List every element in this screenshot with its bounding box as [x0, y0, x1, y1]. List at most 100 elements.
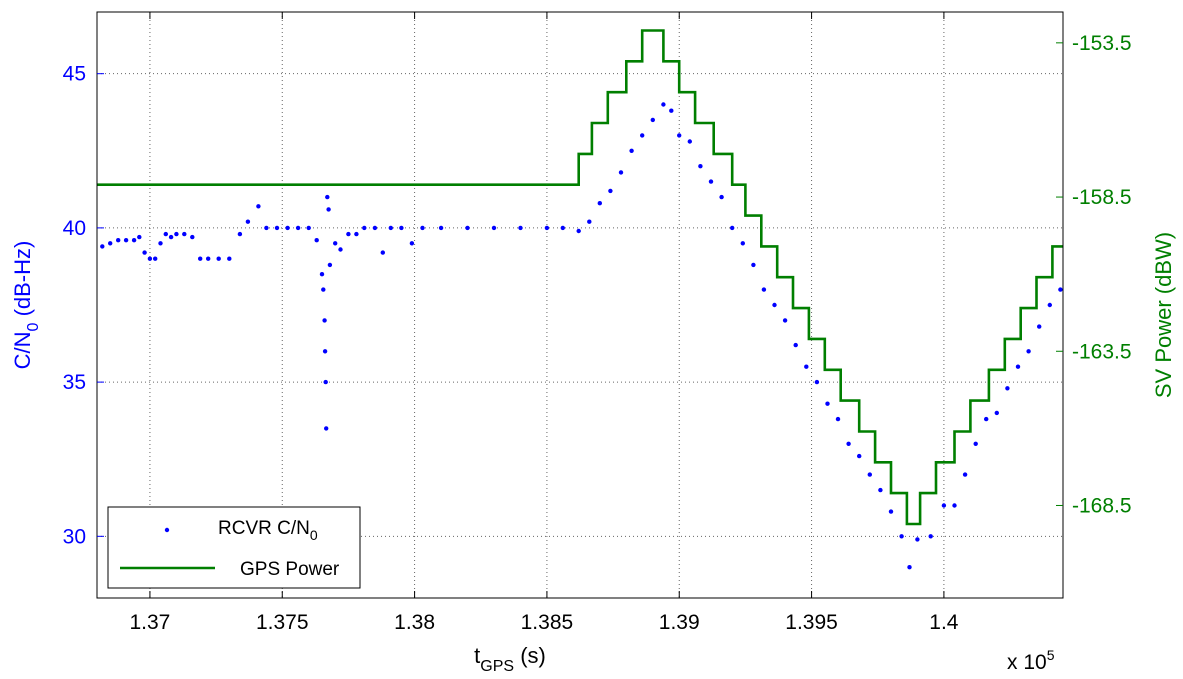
series-rcvr-cn0-point	[306, 225, 311, 231]
series-rcvr-cn0-point	[629, 148, 634, 153]
series-rcvr-cn0-point	[323, 379, 328, 385]
series-rcvr-cn0-point	[388, 225, 393, 231]
series-rcvr-cn0-point	[618, 170, 624, 175]
x-tick-label: 1.375	[256, 611, 309, 634]
series-rcvr-cn0-point	[640, 133, 645, 138]
series-rcvr-cn0-point	[835, 416, 841, 422]
series-rcvr-cn0-point	[878, 487, 883, 493]
series-rcvr-cn0-point	[560, 225, 565, 231]
series-rcvr-cn0-point	[319, 272, 325, 277]
legend-label-gps: GPS Power	[240, 559, 340, 580]
series-rcvr-cn0-point	[198, 256, 203, 261]
series-rcvr-cn0-point	[1047, 302, 1053, 308]
series-gps-power-line	[97, 29, 1063, 526]
series-rcvr-cn0-point	[256, 204, 261, 209]
series-rcvr-cn0-point	[907, 565, 912, 570]
series-rcvr-cn0-point	[295, 225, 301, 231]
series-rcvr-cn0-point	[669, 108, 674, 113]
series-rcvr-cn0-point	[264, 225, 269, 231]
series-rcvr-cn0-point	[814, 379, 820, 385]
series-rcvr-cn0-point	[867, 472, 872, 477]
series-rcvr-cn0-point	[190, 234, 195, 240]
legend: RCVR C/N0 GPS Power	[107, 506, 361, 589]
series-rcvr-cn0-point	[1058, 287, 1063, 292]
series-rcvr-cn0-point	[314, 238, 319, 243]
series-rcvr-cn0-point	[772, 302, 777, 308]
x-axis-multiplier: x 105	[1007, 647, 1055, 674]
series-rcvr-cn0-point	[100, 244, 105, 249]
series-rcvr-cn0-point	[420, 225, 425, 231]
legend-box	[107, 506, 361, 589]
y-right-tick-label: -153.5	[1072, 32, 1132, 55]
series-rcvr-cn0-point	[237, 231, 243, 237]
plot-area	[97, 29, 1063, 570]
x-tick-label: 1.385	[521, 611, 574, 634]
series-rcvr-cn0-point	[465, 225, 470, 231]
y-left-tick-label: 40	[63, 217, 86, 240]
legend-marker-dots	[164, 527, 170, 533]
y-left-axis-label: C/N0 (dB-Hz)	[10, 241, 42, 370]
series-rcvr-cn0-point	[147, 256, 153, 261]
series-rcvr-cn0-point	[677, 133, 682, 138]
series-rcvr-cn0-point	[608, 188, 613, 194]
series-rcvr-cn0-point	[751, 262, 756, 268]
series-rcvr-cn0-point	[338, 247, 343, 252]
series-rcvr-cn0-point	[321, 287, 326, 292]
series-rcvr-cn0-point	[888, 509, 894, 514]
series-rcvr-cn0-point	[1037, 324, 1042, 329]
series-rcvr-cn0-point	[1015, 364, 1021, 369]
y-left-tick-label: 45	[63, 63, 86, 86]
series-rcvr-cn0-point	[846, 441, 851, 446]
series-rcvr-cn0-point	[137, 234, 142, 240]
plot-frame	[96, 11, 1064, 599]
x-axis-label: tGPS (s)	[474, 643, 546, 675]
series-rcvr-cn0-point	[182, 231, 187, 237]
axes: 1.37 1.375 1.38 1.385 1.39 1.395 1.4 30 35 40 45 -1…	[10, 12, 1176, 675]
series-rcvr-cn0-point	[322, 349, 328, 354]
series-rcvr-cn0-point	[322, 318, 327, 323]
series-rcvr-cn0-point	[158, 241, 163, 246]
series-rcvr-cn0-point	[793, 342, 798, 348]
series-rcvr-cn0-point	[661, 102, 666, 107]
series-rcvr-cn0-point	[825, 401, 830, 406]
series-rcvr-cn0-point	[719, 194, 724, 200]
y-right-tick-label: -158.5	[1072, 186, 1132, 209]
series-rcvr-cn0-point	[941, 503, 947, 508]
series-rcvr-cn0-point	[650, 117, 655, 123]
series-rcvr-cn0-point	[1005, 386, 1010, 391]
series-rcvr-cn0-point	[174, 231, 179, 237]
series-rcvr-cn0-point	[333, 241, 338, 246]
series-rcvr-cn0-point	[372, 225, 378, 231]
x-tick-label: 1.38	[394, 611, 435, 634]
series-rcvr-cn0-point	[245, 219, 251, 224]
series-rcvr-cn0-point	[899, 534, 904, 539]
y-left-tick-label: 35	[63, 371, 86, 394]
series-rcvr-cn0-point	[1026, 349, 1031, 354]
series-rcvr-cn0-point	[362, 225, 367, 231]
y-right-tick-label: -163.5	[1072, 340, 1132, 363]
series-rcvr-cn0-point	[142, 250, 147, 255]
x-tick-label: 1.37	[129, 611, 170, 634]
series-rcvr-cn0-point	[857, 453, 862, 459]
series-rcvr-cn0-point	[952, 503, 957, 508]
series-rcvr-cn0-point	[324, 426, 329, 431]
series-rcvr-cn0-point	[108, 241, 113, 246]
y-left-tick-label: 30	[63, 525, 86, 548]
series-rcvr-cn0-point	[168, 234, 174, 240]
series-rcvr-cn0-point	[973, 441, 978, 446]
series-rcvr-cn0-point	[163, 231, 168, 237]
series-rcvr-cn0-point	[216, 256, 221, 261]
series-rcvr-cn0-point	[687, 139, 692, 144]
x-tick-label: 1.39	[659, 611, 700, 634]
series-rcvr-cn0-point	[227, 256, 232, 261]
series-rcvr-cn0-point	[206, 256, 211, 261]
series-rcvr-cn0-point	[438, 225, 444, 231]
series-rcvr-cn0-point	[326, 207, 331, 212]
series-rcvr-cn0-point	[491, 225, 497, 231]
series-rcvr-cn0-point	[409, 241, 415, 246]
series-rcvr-cn0-point	[915, 537, 920, 542]
series-rcvr-cn0-point	[354, 231, 359, 237]
series-rcvr-cn0-point	[984, 416, 989, 422]
series-rcvr-cn0-point	[782, 318, 788, 323]
series-rcvr-cn0-point	[597, 201, 602, 206]
